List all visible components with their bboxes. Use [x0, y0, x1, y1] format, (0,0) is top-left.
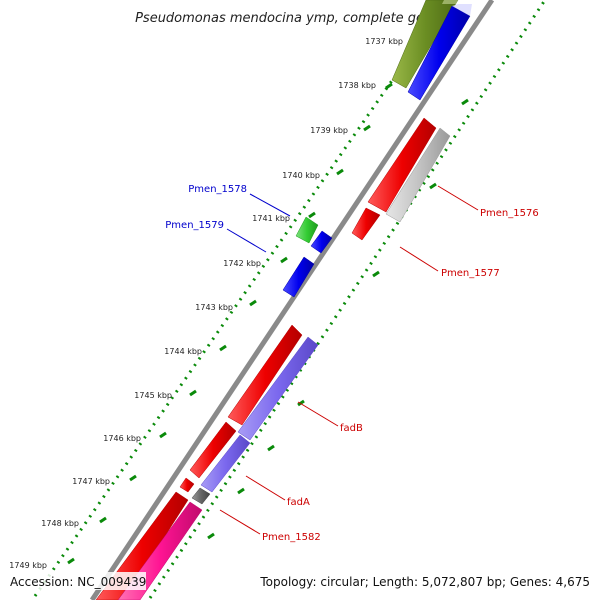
gene-feature-gray[interactable] [385, 127, 451, 223]
kbp-tick-label: 1738 kbp [338, 81, 376, 90]
major-ticks-right [207, 98, 469, 540]
leader-lines [219, 185, 479, 535]
outer-tick-ring [33, 3, 447, 597]
kbp-tick-label: 1741 kbp [252, 214, 290, 223]
gene-label-fadb: fadB [340, 423, 363, 434]
kbp-tick-label: 1737 kbp [365, 37, 403, 46]
gene-feature-pmen-1576[interactable] [367, 117, 437, 213]
gene-feature-olive[interactable] [391, 0, 459, 89]
major-ticks-left [67, 46, 412, 565]
gene-feature-small-dark[interactable] [191, 487, 211, 505]
gene-feature-pmen-1577[interactable] [351, 207, 381, 241]
kbp-tick-label: 1748 kbp [41, 519, 79, 528]
kbp-tick-label: 1746 kbp [103, 434, 141, 443]
gene-label-fada: fadA [287, 497, 310, 508]
map-title: Pseudomonas mendocina ymp, complete geno… [135, 11, 461, 26]
gene-label-pmen-1582: Pmen_1582 [262, 532, 321, 543]
gene-feature-olive-highlight [442, 0, 458, 4]
gene-label-pmen-1576: Pmen_1576 [480, 208, 539, 219]
gene-feature-pmen-1579a[interactable] [310, 230, 333, 254]
kbp-tick-label: 1739 kbp [310, 126, 348, 135]
genome-backbone [89, 0, 495, 600]
gene-feature-fadb-red[interactable] [227, 324, 303, 426]
gene-feature-pmen-1579b[interactable] [282, 256, 315, 298]
footer-summary-bg [258, 572, 594, 590]
gene-feature-small-red[interactable] [179, 477, 195, 493]
gene-feature-fadb-violet[interactable] [237, 336, 319, 441]
gene-feature-fada-red[interactable] [189, 421, 237, 479]
kbp-tick-label: 1742 kbp [223, 259, 261, 268]
kbp-tick-label: 1740 kbp [282, 171, 320, 180]
kbp-tick-label: 1747 kbp [72, 477, 110, 486]
kbp-tick-label: 1745 kbp [134, 391, 172, 400]
gene-feature-blue-top[interactable] [407, 5, 471, 101]
gene-feature-fada-violet[interactable] [200, 434, 251, 493]
kbp-tick-label: 1743 kbp [195, 303, 233, 312]
gene-label-pmen-1577: Pmen_1577 [441, 268, 500, 279]
gene-label-pmen-1579: Pmen_1579 [165, 220, 224, 231]
footer-accession: Accession: NC_009439 [10, 575, 146, 589]
footer-accession-bg [6, 572, 146, 590]
kbp-tick-label: 1749 kbp [9, 561, 47, 570]
gene-feature-blue-top-tint [452, 4, 472, 16]
gene-feature-pmen-1578[interactable] [295, 216, 319, 244]
gene-label-pmen-1578: Pmen_1578 [188, 184, 247, 195]
kbp-tick-label: 1744 kbp [164, 347, 202, 356]
footer-summary: Topology: circular; Length: 5,072,807 bp… [259, 575, 590, 589]
